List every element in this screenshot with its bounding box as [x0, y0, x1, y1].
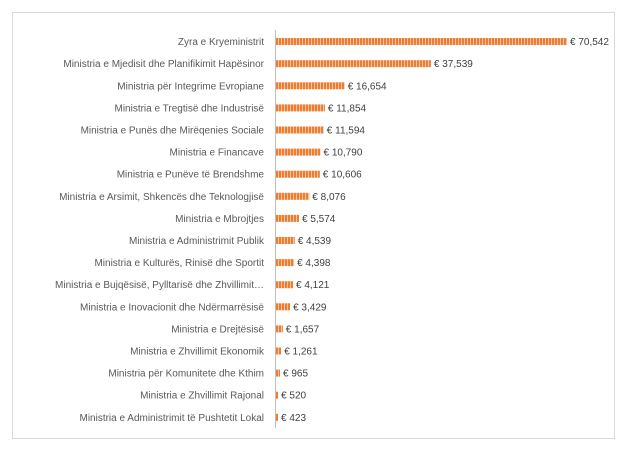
data-label: € 70,542 — [570, 37, 609, 48]
bar — [276, 192, 310, 200]
category-label: Ministria e Punës dhe Mirëqenies Sociale — [81, 126, 265, 137]
category-label: Ministria e Financave — [170, 148, 265, 159]
category-label: Ministria e Mjedisit dhe Planifikimit Ha… — [63, 59, 264, 70]
bar — [276, 391, 279, 399]
category-label: Ministria e Zhvillimit Rajonal — [140, 391, 264, 402]
data-label: € 37,539 — [434, 59, 473, 70]
bar — [276, 369, 280, 377]
bar — [276, 170, 320, 178]
data-label: € 965 — [283, 369, 308, 380]
data-label: € 520 — [281, 391, 306, 402]
data-label: € 16,654 — [348, 81, 387, 92]
data-label: € 11,594 — [327, 126, 366, 137]
bar — [276, 60, 431, 68]
category-label: Ministria e Drejtësisë — [171, 324, 264, 335]
category-label: Ministria për Komunitete dhe Kthim — [108, 369, 264, 380]
data-label: € 4,121 — [296, 280, 330, 291]
category-label: Ministria e Inovacionit dhe Ndërmarrësis… — [80, 302, 264, 313]
category-label: Ministria e Arsimit, Shkencës dhe Teknol… — [59, 192, 264, 203]
data-label: € 1,657 — [286, 324, 320, 335]
data-label: € 11,854 — [328, 103, 367, 114]
bar — [276, 237, 295, 244]
category-label: Ministria e Zhvillimit Ekonomik — [130, 347, 265, 358]
category-label: Zyra e Kryeministrit — [178, 37, 264, 48]
bar — [276, 148, 321, 156]
category-label: Ministria e Mbrojtjes — [175, 214, 264, 225]
data-label: € 10,790 — [324, 148, 363, 159]
bar — [276, 413, 278, 421]
category-label: Ministria e Bujqësisë, Pylltarisë dhe Zh… — [55, 280, 264, 291]
category-label: Ministria e Kulturës, Rinisë dhe Sportit — [94, 258, 264, 269]
category-label: Ministria e Administrimit Publik — [129, 236, 265, 247]
data-label: € 4,398 — [297, 258, 331, 269]
data-label: € 4,539 — [298, 236, 332, 247]
bar — [276, 303, 291, 311]
category-label: Ministria e Administrimit të Pushtetit L… — [79, 413, 264, 424]
bar — [276, 214, 299, 222]
bar — [276, 347, 282, 355]
category-label: Ministria e Tregtisë dhe Industrisë — [114, 103, 264, 114]
bar — [276, 82, 345, 90]
data-label: € 1,261 — [284, 347, 318, 358]
bar — [276, 126, 324, 134]
bar — [276, 259, 295, 267]
data-label: € 10,606 — [323, 170, 362, 181]
data-label: € 5,574 — [302, 214, 336, 225]
bar — [276, 325, 283, 333]
data-label: € 8,076 — [312, 192, 346, 203]
bar — [276, 38, 567, 45]
data-label: € 3,429 — [293, 302, 327, 313]
bar — [276, 104, 325, 112]
bar — [276, 281, 293, 289]
category-label: Ministria e Punëve të Brendshme — [117, 170, 265, 181]
data-label: € 423 — [281, 413, 306, 424]
category-label: Ministria për Integrime Evropiane — [117, 81, 264, 92]
